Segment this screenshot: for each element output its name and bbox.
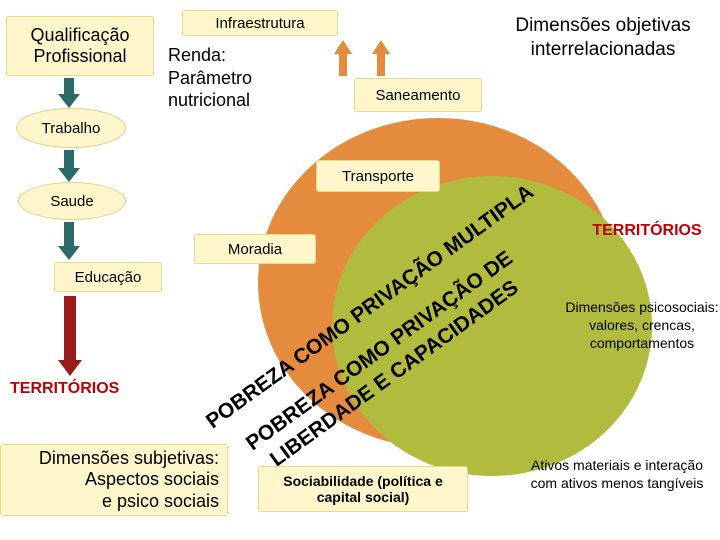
text-dim-psico: Dimensões psicosociais: valores, crencas… bbox=[565, 299, 718, 351]
box-dim-subj: Dimensões subjetivas: Aspectos sociais e… bbox=[0, 444, 228, 516]
text-ativos: Ativos materiais e interação com ativos … bbox=[531, 457, 704, 491]
text-trabalho: Trabalho bbox=[42, 120, 101, 137]
arrow-up-2 bbox=[372, 40, 390, 76]
box-territorios-right: TERRITÓRIOS bbox=[580, 222, 714, 240]
box-qualificacao: Qualificação Profissional bbox=[6, 16, 154, 76]
text-infra-label: Infraestrutura bbox=[215, 15, 304, 32]
text-moradia: Moradia bbox=[228, 241, 282, 258]
text-educacao: Educação bbox=[75, 269, 142, 286]
text-renda: Renda: Parâmetro nutricional bbox=[168, 45, 252, 110]
box-dim-obj: Dimensões objetivas interrelacionadas bbox=[490, 14, 716, 62]
box-saneamento: Saneamento bbox=[354, 78, 482, 112]
ellipse-trabalho: Trabalho bbox=[16, 108, 126, 148]
arrow-educ-terr bbox=[58, 296, 82, 376]
box-renda: Renda: Parâmetro nutricional bbox=[168, 44, 304, 112]
box-territorios-left: TERRITÓRIOS bbox=[10, 380, 144, 398]
text-dim-obj: Dimensões objetivas interrelacionadas bbox=[515, 15, 690, 60]
text-qualificacao: Qualificação Profissional bbox=[7, 25, 153, 67]
arrow-up-1 bbox=[334, 40, 352, 76]
text-saneamento: Saneamento bbox=[375, 87, 460, 104]
box-educacao: Educação bbox=[54, 262, 162, 292]
box-dim-psico: Dimensões psicosociais: valores, crencas… bbox=[564, 298, 720, 353]
box-ativos: Ativos materiais e interação com ativos … bbox=[518, 456, 716, 492]
box-sociabilidade: Sociabilidade (política e capital social… bbox=[258, 466, 468, 512]
arrow-trab-saude bbox=[58, 150, 80, 182]
box-moradia: Moradia bbox=[194, 234, 316, 264]
diagram-stage: Qualificação Profissional Infraestrutura… bbox=[0, 0, 720, 540]
text-saude: Saude bbox=[50, 193, 93, 210]
ellipse-saude: Saude bbox=[18, 182, 126, 220]
box-transporte: Transporte bbox=[316, 160, 440, 192]
text-territorios-left: TERRITÓRIOS bbox=[10, 380, 119, 397]
box-infra-label: Infraestrutura bbox=[182, 10, 338, 36]
text-territorios-right: TERRITÓRIOS bbox=[592, 222, 701, 239]
arrow-saude-educ bbox=[58, 222, 80, 260]
arrow-qual-trab bbox=[58, 78, 80, 108]
text-transporte: Transporte bbox=[342, 168, 414, 185]
text-dim-subj: Dimensões subjetivas: Aspectos sociais e… bbox=[39, 448, 219, 513]
text-sociabilidade: Sociabilidade (política e capital social… bbox=[265, 473, 461, 505]
